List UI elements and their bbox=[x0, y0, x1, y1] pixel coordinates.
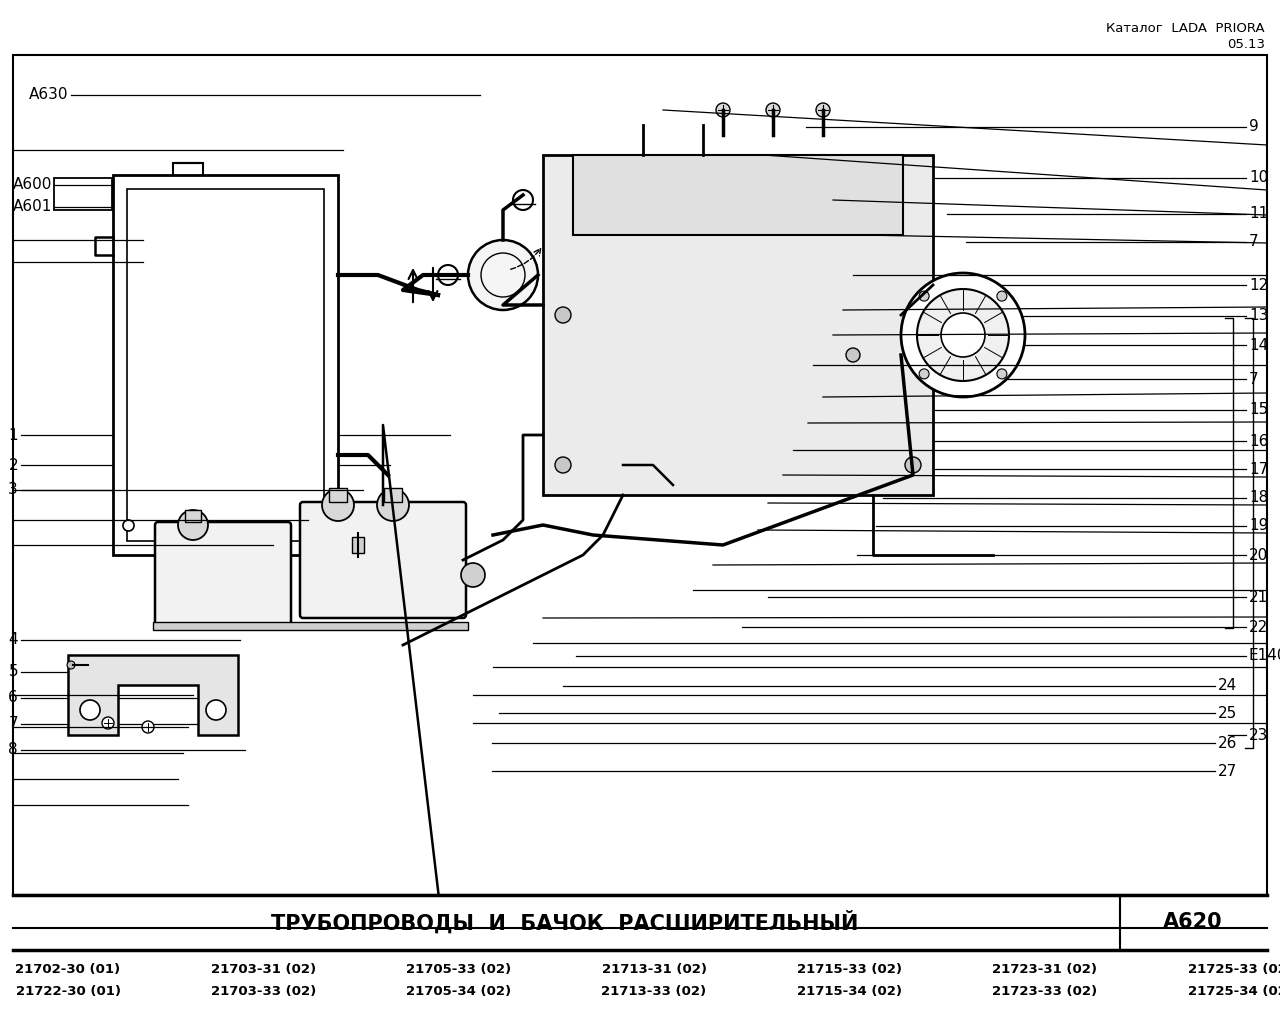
Text: 3: 3 bbox=[8, 483, 18, 497]
Text: 22: 22 bbox=[1249, 620, 1268, 634]
Text: А630: А630 bbox=[28, 88, 68, 102]
Text: 5: 5 bbox=[9, 665, 18, 680]
Text: 17: 17 bbox=[1249, 461, 1268, 477]
Text: 9: 9 bbox=[1249, 119, 1258, 135]
Text: 23: 23 bbox=[1249, 728, 1268, 742]
Circle shape bbox=[941, 313, 986, 357]
Text: 21725-33 (02): 21725-33 (02) bbox=[1188, 964, 1280, 976]
Text: 7: 7 bbox=[9, 717, 18, 731]
Text: 21725-34 (02): 21725-34 (02) bbox=[1188, 985, 1280, 999]
Text: 27: 27 bbox=[1219, 764, 1238, 778]
Bar bbox=[186, 510, 201, 522]
Circle shape bbox=[142, 721, 154, 733]
Text: 26: 26 bbox=[1219, 735, 1238, 750]
Bar bbox=[54, 178, 113, 210]
Bar bbox=[113, 175, 338, 555]
Text: 15: 15 bbox=[1249, 402, 1268, 418]
Text: 12: 12 bbox=[1249, 278, 1268, 292]
Circle shape bbox=[919, 369, 929, 379]
Circle shape bbox=[997, 369, 1007, 379]
FancyBboxPatch shape bbox=[300, 502, 466, 618]
Text: 13: 13 bbox=[1249, 308, 1268, 324]
Text: 21703-33 (02): 21703-33 (02) bbox=[211, 985, 316, 999]
Circle shape bbox=[901, 273, 1025, 397]
Text: 25: 25 bbox=[1219, 706, 1238, 721]
Circle shape bbox=[556, 307, 571, 323]
FancyBboxPatch shape bbox=[155, 522, 291, 628]
Text: 6: 6 bbox=[8, 690, 18, 706]
Text: 16: 16 bbox=[1249, 434, 1268, 448]
Circle shape bbox=[916, 289, 1009, 381]
Circle shape bbox=[323, 489, 355, 521]
Circle shape bbox=[461, 563, 485, 587]
Text: 19: 19 bbox=[1249, 519, 1268, 534]
Circle shape bbox=[846, 348, 860, 362]
Text: Каталог  LADA  PRIORA: Каталог LADA PRIORA bbox=[1106, 22, 1265, 35]
Text: 21723-31 (02): 21723-31 (02) bbox=[992, 964, 1097, 976]
Text: А601: А601 bbox=[13, 199, 52, 214]
Text: 21: 21 bbox=[1249, 589, 1268, 604]
Circle shape bbox=[919, 291, 929, 301]
Text: 10: 10 bbox=[1249, 171, 1268, 186]
Text: 7: 7 bbox=[1249, 235, 1258, 249]
Text: 14: 14 bbox=[1249, 338, 1268, 352]
Bar bbox=[329, 488, 347, 502]
Circle shape bbox=[378, 489, 410, 521]
Circle shape bbox=[716, 103, 730, 117]
Text: А620: А620 bbox=[1164, 913, 1222, 932]
Text: 8: 8 bbox=[9, 742, 18, 758]
Text: 21703-31 (02): 21703-31 (02) bbox=[211, 964, 316, 976]
Circle shape bbox=[81, 700, 100, 720]
Bar bbox=[127, 189, 324, 541]
Circle shape bbox=[905, 457, 922, 473]
Bar bbox=[13, 55, 1267, 895]
Text: 21715-34 (02): 21715-34 (02) bbox=[797, 985, 902, 999]
Text: 21705-33 (02): 21705-33 (02) bbox=[406, 964, 511, 976]
Text: 21715-33 (02): 21715-33 (02) bbox=[797, 964, 902, 976]
Text: А600: А600 bbox=[13, 178, 52, 193]
Circle shape bbox=[556, 457, 571, 473]
Text: 21722-30 (01): 21722-30 (01) bbox=[15, 985, 120, 999]
Text: 21723-33 (02): 21723-33 (02) bbox=[992, 985, 1097, 999]
Circle shape bbox=[468, 240, 538, 310]
Bar bbox=[154, 622, 468, 630]
Text: 05.13: 05.13 bbox=[1228, 38, 1265, 51]
Bar bbox=[573, 155, 902, 235]
Circle shape bbox=[905, 307, 922, 323]
Text: E140: E140 bbox=[1249, 648, 1280, 664]
Text: 21702-30 (01): 21702-30 (01) bbox=[15, 964, 120, 976]
Text: 21713-33 (02): 21713-33 (02) bbox=[602, 985, 707, 999]
Circle shape bbox=[67, 661, 76, 669]
Circle shape bbox=[765, 103, 780, 117]
Bar bbox=[352, 537, 364, 553]
Bar bbox=[543, 155, 933, 495]
Bar bbox=[384, 488, 402, 502]
Text: 1: 1 bbox=[9, 428, 18, 442]
Circle shape bbox=[206, 700, 227, 720]
Circle shape bbox=[178, 510, 209, 540]
Text: 21713-31 (02): 21713-31 (02) bbox=[602, 964, 707, 976]
Circle shape bbox=[817, 103, 829, 117]
Text: ТРУБОПРОВОДЫ  И  БАЧОК  РАСШИРИТЕЛЬНЫЙ: ТРУБОПРОВОДЫ И БАЧОК РАСШИРИТЕЛЬНЫЙ bbox=[271, 911, 859, 934]
Text: 11: 11 bbox=[1249, 206, 1268, 222]
Text: 18: 18 bbox=[1249, 490, 1268, 505]
Text: 24: 24 bbox=[1219, 679, 1238, 693]
Circle shape bbox=[102, 717, 114, 729]
Text: 21705-34 (02): 21705-34 (02) bbox=[406, 985, 511, 999]
Text: 7: 7 bbox=[1249, 372, 1258, 387]
Polygon shape bbox=[68, 655, 238, 735]
Circle shape bbox=[997, 291, 1007, 301]
Text: 2: 2 bbox=[9, 457, 18, 473]
Text: 4: 4 bbox=[9, 632, 18, 647]
Text: 20: 20 bbox=[1249, 547, 1268, 563]
